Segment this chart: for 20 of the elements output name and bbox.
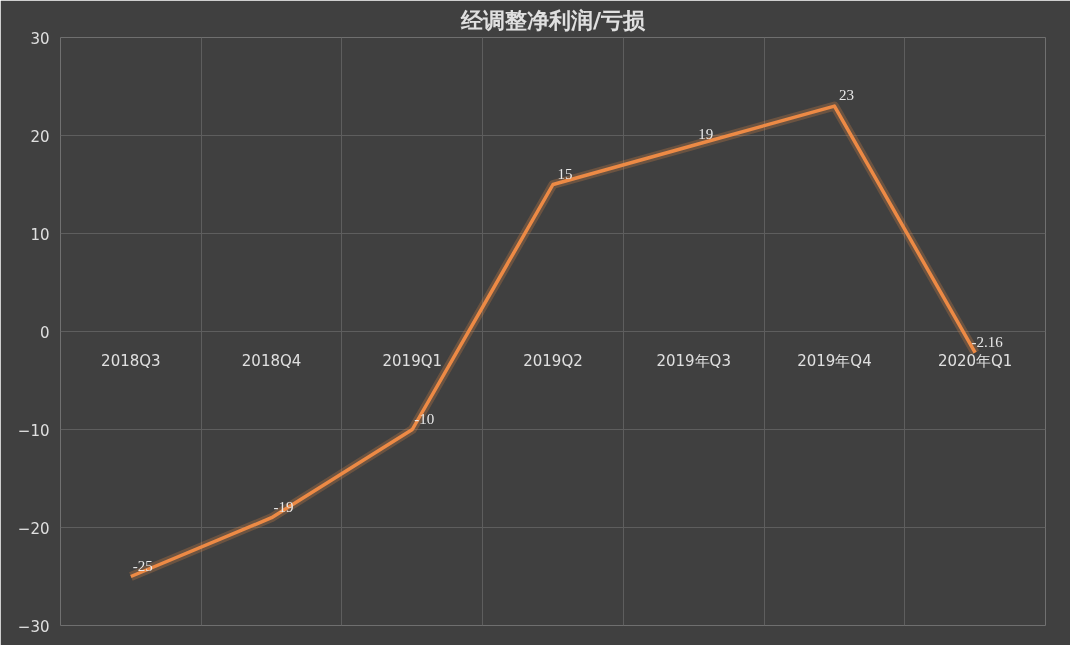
y-tick-label: 20 xyxy=(30,127,50,146)
x-tick-label: 2019Q1 xyxy=(382,351,443,370)
x-tick-label: 2018Q4 xyxy=(241,351,302,370)
data-label: 19 xyxy=(698,126,714,143)
x-tick-label: 2020年Q1 xyxy=(937,351,1013,370)
y-tick-label: 30 xyxy=(30,29,50,48)
data-label: 23 xyxy=(838,87,854,104)
data-label: -2.16 xyxy=(971,333,1004,350)
x-tick-label: 2019年Q4 xyxy=(797,351,872,370)
y-tick-label: 0 xyxy=(39,323,50,342)
x-tick-label: 2019年Q3 xyxy=(656,351,731,370)
data-label: -25 xyxy=(132,557,153,574)
y-tick-label: −20 xyxy=(17,519,50,538)
y-tick-label: −10 xyxy=(17,421,50,440)
x-tick-label: 2018Q3 xyxy=(101,351,161,370)
y-tick-label: 10 xyxy=(30,225,50,244)
data-label: 15 xyxy=(557,165,573,182)
y-tick-label: −30 xyxy=(17,617,50,636)
chart-title: 经调整净利润/亏损 xyxy=(459,7,647,33)
x-tick-label: 2019Q2 xyxy=(523,351,583,370)
